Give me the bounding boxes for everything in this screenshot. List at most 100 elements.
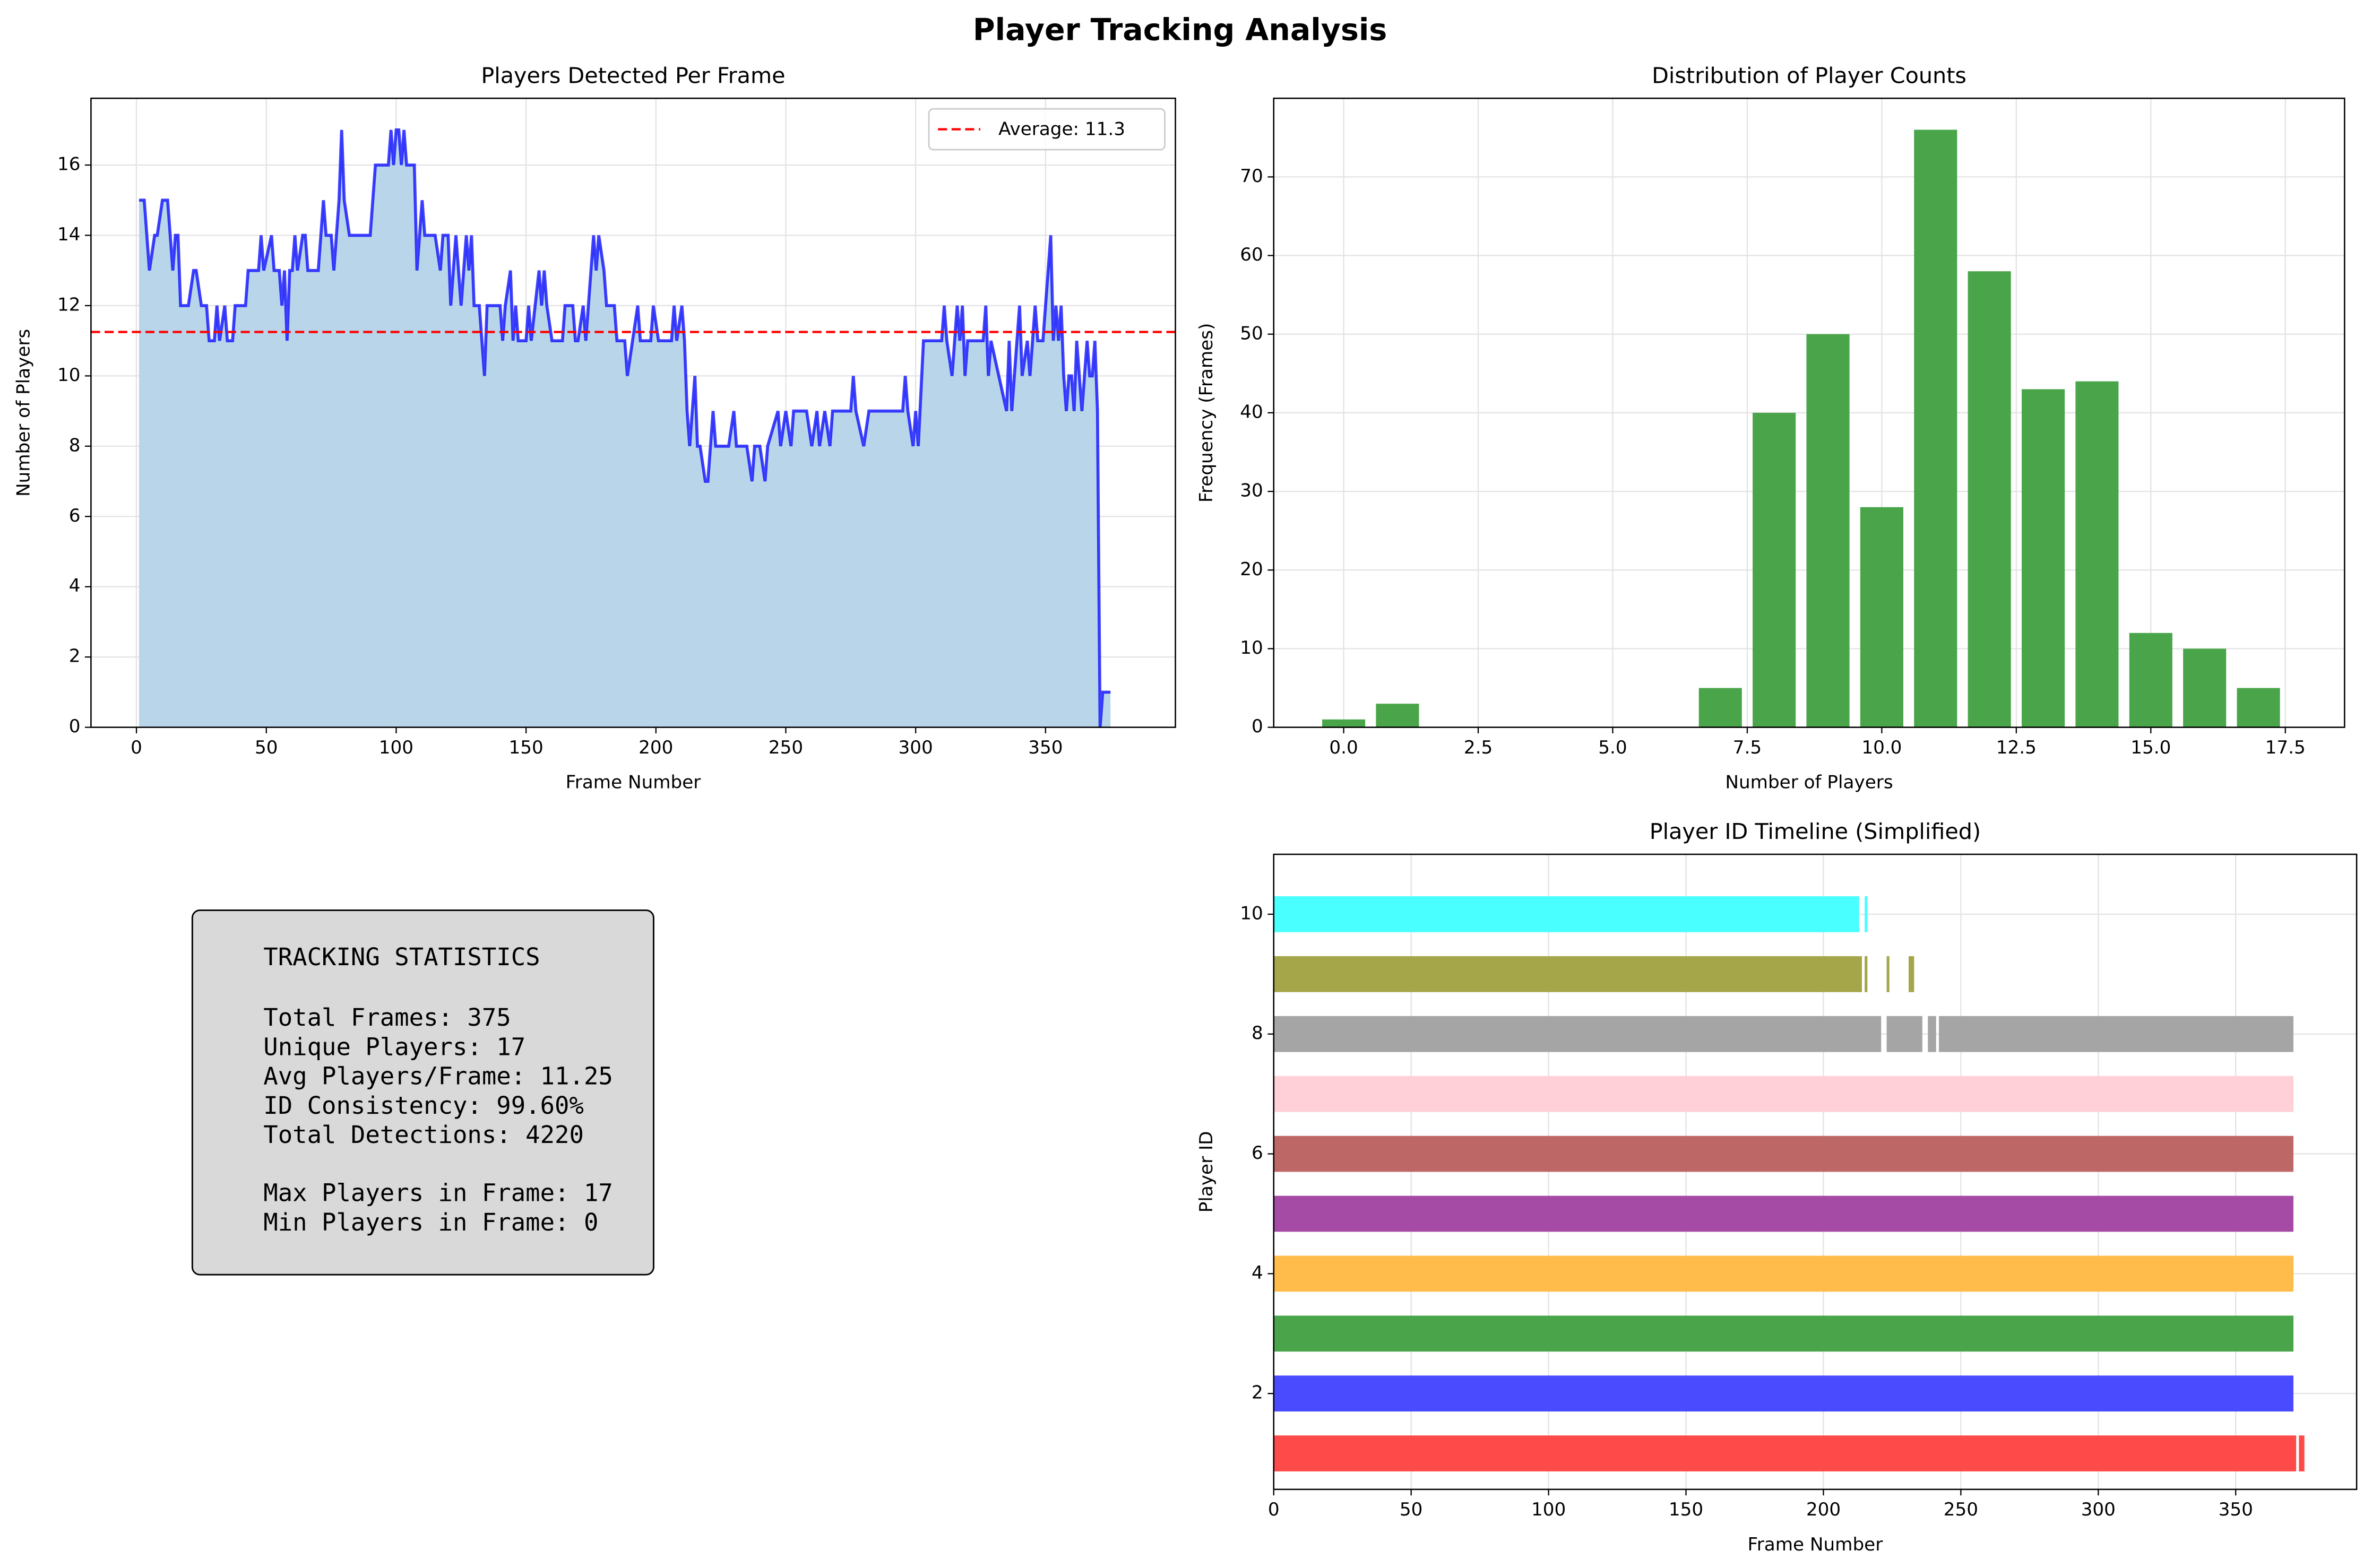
y-tick-label: 30: [1240, 480, 1263, 501]
bar: [2237, 688, 2280, 727]
axes-frame: [90, 97, 1176, 728]
timeline-segment: [1886, 956, 1890, 992]
y-tick-label: 14: [57, 224, 81, 245]
y-axis-label: Frequency (Frames): [1196, 323, 1217, 503]
y-tick-label: 10: [1240, 903, 1263, 924]
y-tick-label: 20: [1240, 559, 1263, 580]
timeline-segment: [1273, 1016, 1882, 1052]
y-tick-label: 40: [1240, 401, 1263, 422]
bar: [2021, 389, 2065, 727]
y-tick-label: 4: [1252, 1262, 1263, 1284]
y-tick-label: 8: [69, 435, 81, 456]
timeline-segment: [1273, 956, 1862, 992]
x-tick-label: 0: [1268, 1499, 1280, 1520]
timeline-segment: [1273, 1076, 2293, 1112]
y-tick-label: 0: [69, 716, 81, 737]
x-tick-label: 200: [639, 737, 673, 758]
y-axis-label: Player ID: [1196, 1131, 1217, 1213]
chart-title: Distribution of Player Counts: [1652, 63, 1966, 88]
stats-line: Avg Players/Frame: 11.25: [263, 1062, 613, 1090]
x-tick-label: 350: [1028, 737, 1063, 758]
y-tick-label: 2: [69, 646, 81, 667]
timeline-segment: [1938, 1016, 2293, 1052]
x-tick-label: 100: [1531, 1499, 1566, 1520]
timeline-segment: [1273, 1255, 2293, 1292]
x-tick-label: 12.5: [1996, 737, 2037, 758]
y-tick-label: 70: [1240, 166, 1263, 187]
stats-line: Total Detections: 4220: [263, 1121, 584, 1149]
stats-line: Max Players in Frame: 17: [263, 1179, 613, 1207]
x-tick-label: 10.0: [1861, 737, 1902, 758]
chart: 0 50 100 150 200 250 300 350 0 2 4 6 8 10 12 14 16 Averag…: [13, 63, 1176, 793]
y-tick-label: 12: [57, 294, 81, 315]
y-tick-label: 10: [57, 365, 81, 386]
y-tick-label: 60: [1240, 244, 1263, 265]
x-tick-label: 350: [2219, 1499, 2253, 1520]
timeline-segment: [1908, 956, 1914, 992]
x-tick-label: 7.5: [1733, 737, 1762, 758]
timeline-segment: [1273, 1435, 2297, 1471]
stats-line: ID Consistency: 99.60%: [263, 1091, 584, 1120]
timeline-segment: [2299, 1435, 2305, 1471]
x-tick-label: 100: [379, 737, 413, 758]
timeline-segment: [1865, 956, 1868, 992]
bar: [1322, 719, 1366, 727]
x-tick-label: 17.5: [2265, 737, 2306, 758]
bar: [1753, 412, 1796, 727]
bar: [1376, 704, 1419, 727]
x-tick-label: 5.0: [1598, 737, 1627, 758]
x-axis-label: Frame Number: [566, 772, 702, 793]
x-tick-label: 300: [2081, 1499, 2116, 1520]
y-tick-label: 2: [1252, 1382, 1263, 1404]
y-tick-label: 6: [1252, 1142, 1263, 1164]
stats-title: TRACKING STATISTICS: [263, 943, 540, 971]
axes-frame: [1273, 97, 2345, 728]
chart: 0.0 2.5 5.0 7.5 10.0 12.5 15.0 17.5 0 10 20 30 40 50 6…: [1196, 63, 2345, 793]
x-tick-label: 0.0: [1329, 737, 1358, 758]
timeline-segment: [1273, 1315, 2293, 1352]
y-tick-label: 16: [57, 154, 81, 175]
line: [139, 128, 1111, 727]
x-axis-label: Number of Players: [1725, 772, 1893, 793]
x-tick-label: 250: [1944, 1499, 1978, 1520]
stats-box: [191, 909, 654, 1276]
x-tick-label: 250: [769, 737, 803, 758]
chart: 0 50 100 150 200 250 300 350 2 4 6 8 10 Player ID Tim…: [1196, 819, 2358, 1555]
y-tick-label: 8: [1252, 1023, 1263, 1044]
y-tick-label: 10: [1240, 637, 1263, 659]
bar: [1914, 129, 1957, 727]
timeline-segment: [1886, 1016, 1922, 1052]
chart-title: Player ID Timeline (Simplified): [1650, 819, 1981, 844]
bar: [1698, 688, 1742, 727]
timeline-segment: [1273, 1375, 2293, 1412]
stats-line: Unique Players: 17: [263, 1033, 525, 1061]
x-tick-label: 50: [1400, 1499, 1423, 1520]
y-tick-label: 50: [1240, 323, 1263, 344]
bar: [1806, 334, 1850, 727]
x-tick-label: 50: [255, 737, 278, 758]
y-tick-label: 6: [69, 505, 81, 526]
axes-frame: [1273, 853, 2358, 1491]
bar: [1860, 507, 1903, 727]
x-tick-label: 15.0: [2131, 737, 2171, 758]
x-tick-label: 0: [131, 737, 142, 758]
x-tick-label: 300: [899, 737, 933, 758]
y-tick-label: 4: [69, 575, 81, 596]
chart-title: Players Detected Per Frame: [481, 63, 785, 88]
x-tick-label: 150: [1669, 1499, 1703, 1520]
bar: [1968, 271, 2011, 727]
timeline-segment: [1928, 1016, 1936, 1052]
timeline-segment: [1865, 896, 1868, 932]
legend: [928, 108, 1166, 151]
x-tick-label: 200: [1806, 1499, 1841, 1520]
bar: [2129, 633, 2172, 727]
stats-line: Total Frames: 375: [263, 1003, 511, 1032]
timeline-segment: [1273, 1196, 2293, 1232]
timeline-segment: [1273, 896, 1859, 932]
y-axis-label: Number of Players: [13, 329, 34, 497]
bar: [2075, 381, 2119, 727]
stats-line: Min Players in Frame: 0: [263, 1208, 598, 1236]
bar: [2183, 648, 2227, 727]
y-tick-label: 0: [1252, 716, 1263, 737]
